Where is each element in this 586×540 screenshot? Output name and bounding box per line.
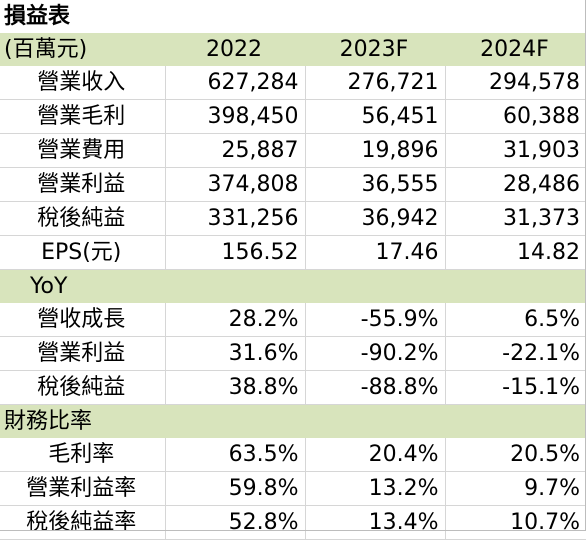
table-row: 營業費用 25,887 19,896 31,903 [0, 133, 586, 168]
cell-value: 36,555 [304, 167, 445, 202]
table-row: EPS(元) 156.52 17.46 14.82 [0, 235, 586, 270]
cell-value: 63.5% [164, 438, 305, 472]
ratios-section-header: 財務比率 [0, 404, 586, 438]
cell-value: 19,896 [304, 133, 445, 168]
cell-value: 60,388 [444, 99, 586, 134]
table-row: 稅後純益 38.8% -88.8% -15.1% [0, 370, 586, 405]
table-row: 營業收入 627,284 276,721 294,578 [0, 66, 586, 100]
row-label: 毛利率 [0, 438, 165, 472]
cell-value: -15.1% [444, 370, 586, 405]
row-label: 營業利益率 [0, 471, 165, 506]
cell-value: 56,451 [304, 99, 445, 134]
cell-value: 627,284 [164, 66, 305, 100]
row-label: EPS(元) [0, 235, 165, 270]
cell-value: 36,942 [304, 201, 445, 236]
row-label: 稅後純益率 [0, 505, 165, 540]
unit-label: (百萬元) [0, 33, 165, 66]
cell-value: 17.46 [304, 235, 445, 270]
table-row: 稅後純益率 52.8% 13.4% 10.7% [0, 505, 586, 540]
cell-value: 156.52 [164, 235, 305, 270]
cell-value: 38.8% [164, 370, 305, 405]
yoy-section-header: YoY [0, 269, 586, 303]
cell-value: 20.4% [304, 438, 445, 472]
header-row: (百萬元) 2022 2023F 2024F [0, 33, 586, 66]
cell-value: 52.8% [164, 505, 305, 540]
year-header: 2023F [305, 33, 445, 66]
section-heading: YoY [0, 269, 165, 303]
cell-value: 398,450 [164, 99, 305, 134]
sheet-title: 損益表 [4, 4, 71, 29]
cell-value: 31.6% [164, 336, 305, 371]
cell-value: 20.5% [444, 438, 586, 472]
cell-value: -22.1% [444, 336, 586, 371]
table-row: 營業利益 374,808 36,555 28,486 [0, 167, 586, 202]
table-row: 營收成長 28.2% -55.9% 6.5% [0, 303, 586, 337]
cell-value: 31,903 [444, 133, 586, 168]
cell-value: 28.2% [164, 303, 305, 337]
section-heading: 財務比率 [0, 404, 165, 438]
row-label: 營業費用 [0, 133, 165, 168]
row-label: 稅後純益 [0, 201, 165, 236]
table-row: 營業毛利 398,450 56,451 60,388 [0, 99, 586, 134]
row-label: 營業利益 [0, 167, 165, 202]
table-row: 營業利益 31.6% -90.2% -22.1% [0, 336, 586, 371]
income-statement-table: (百萬元) 2022 2023F 2024F 營業收入 627,284 276,… [0, 33, 586, 540]
section-filler [165, 404, 305, 438]
cell-value: 331,256 [164, 201, 305, 236]
row-label: 稅後純益 [0, 370, 165, 405]
cell-value: 13.4% [304, 505, 445, 540]
section-filler [305, 269, 445, 303]
section-filler [445, 269, 586, 303]
row-label: 營業收入 [0, 66, 165, 100]
cell-value: -88.8% [304, 370, 445, 405]
year-header: 2024F [445, 33, 586, 66]
section-filler [165, 269, 305, 303]
section-filler [445, 404, 586, 438]
cell-value: 9.7% [444, 471, 586, 506]
cell-value: 59.8% [164, 471, 305, 506]
cell-value: 294,578 [444, 66, 586, 100]
cell-value: 10.7% [444, 505, 586, 540]
cell-value: 276,721 [304, 66, 445, 100]
row-label: 營業利益 [0, 336, 165, 371]
table-row: 營業利益率 59.8% 13.2% 9.7% [0, 471, 586, 506]
section-filler [305, 404, 445, 438]
row-label: 營業毛利 [0, 99, 165, 134]
table-row: 稅後純益 331,256 36,942 31,373 [0, 201, 586, 236]
row-label: 營收成長 [0, 303, 165, 337]
cell-value: 25,887 [164, 133, 305, 168]
cell-value: 13.2% [304, 471, 445, 506]
cell-value: -55.9% [304, 303, 445, 337]
cell-value: 14.82 [444, 235, 586, 270]
cell-value: 6.5% [444, 303, 586, 337]
table-row: 毛利率 63.5% 20.4% 20.5% [0, 438, 586, 472]
cell-value: 374,808 [164, 167, 305, 202]
cell-value: 28,486 [444, 167, 586, 202]
cell-value: 31,373 [444, 201, 586, 236]
cell-value: -90.2% [304, 336, 445, 371]
year-header: 2022 [165, 33, 305, 66]
